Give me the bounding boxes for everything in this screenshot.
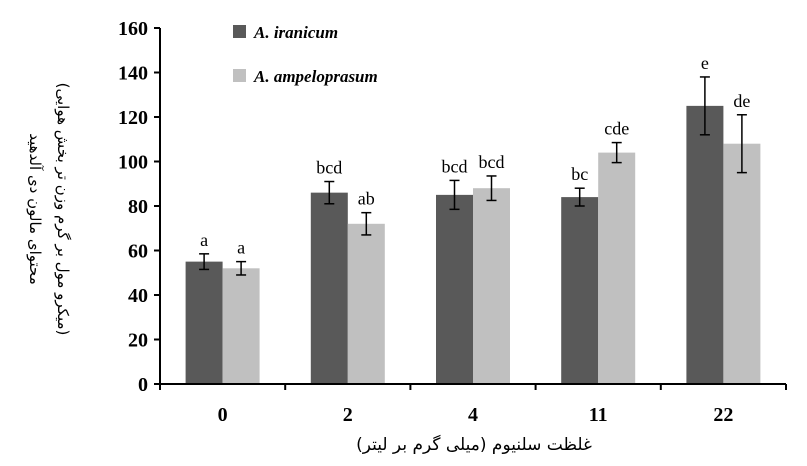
bar-ampeloprasum xyxy=(222,268,260,384)
x-tick-label: 11 xyxy=(589,404,608,426)
significance-label: bcd xyxy=(316,158,342,178)
significance-label: a xyxy=(237,238,245,258)
error-bars xyxy=(199,76,747,276)
y-tick-label: 80 xyxy=(128,196,148,218)
x-tick-label: 22 xyxy=(713,404,733,426)
bar-ampeloprasum xyxy=(598,152,636,384)
significance-label: de xyxy=(733,91,750,111)
y-tick-label: 140 xyxy=(118,63,148,85)
bar-iranicum xyxy=(561,197,599,384)
y-axis-label-line2: (میکرو مول بر گرم وزن تر بخش هوایی) xyxy=(54,83,72,336)
x-tick-label: 4 xyxy=(468,404,478,426)
y-tick-label: 160 xyxy=(118,18,148,40)
bar-ampeloprasum xyxy=(347,223,385,384)
legend-swatch xyxy=(233,25,246,38)
y-axis-label-line1: محتوای مالون دی آلدهید xyxy=(26,133,44,285)
legend-swatch xyxy=(233,69,246,82)
x-tick-label: 0 xyxy=(218,404,228,426)
x-tick-label: 2 xyxy=(343,404,353,426)
y-tick-label: 100 xyxy=(118,152,148,174)
significance-label: bc xyxy=(571,164,588,184)
bar-iranicum xyxy=(436,194,473,384)
significance-label: ab xyxy=(358,189,375,209)
y-tick-label: 20 xyxy=(128,330,148,352)
bars xyxy=(185,105,761,384)
y-tick-label: 0 xyxy=(138,374,148,396)
significance-label: cde xyxy=(604,119,629,139)
bar-iranicum xyxy=(686,105,724,384)
legend: A. iranicum A. ampeloprasum xyxy=(233,23,378,86)
x-axis-label: غلظت سلنیوم (میلی گرم بر لیتر) xyxy=(356,434,592,455)
bar-iranicum xyxy=(310,192,348,384)
y-tick-label: 120 xyxy=(118,107,148,129)
y-tick-label: 40 xyxy=(128,285,148,307)
significance-label: e xyxy=(701,53,709,73)
bar-ampeloprasum xyxy=(473,188,510,384)
significance-label: a xyxy=(200,230,208,250)
y-tick-label: 60 xyxy=(128,241,148,263)
y-axis-title: محتوای مالون دی آلدهید (میکرو مول بر گرم… xyxy=(26,83,72,336)
axes xyxy=(159,28,786,385)
bar-ampeloprasum xyxy=(723,143,761,384)
y-ticks: 0 20 40 60 80 100 120 140 160 xyxy=(118,18,160,396)
legend-entry: A. iranicum xyxy=(253,23,338,42)
legend-entry: A. ampeloprasum xyxy=(253,67,378,86)
significance-label: bcd xyxy=(442,156,468,176)
x-ticks: 0 2 4 11 22 xyxy=(159,384,787,426)
bar-iranicum xyxy=(185,261,223,384)
significance-label: bcd xyxy=(479,152,505,172)
